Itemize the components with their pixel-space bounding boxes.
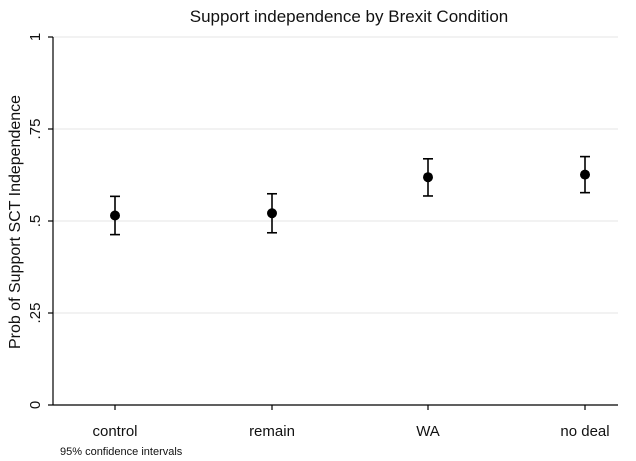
data-point-1 [267, 208, 277, 219]
tick-layer: 0 .25 .5 .75 1 control remain WA no deal [27, 33, 610, 440]
data-point-3 [580, 169, 590, 180]
x-tick-label-2: WA [416, 423, 440, 440]
y-tick-label-2: .5 [27, 215, 44, 228]
data-point-2 [423, 172, 433, 183]
grid-layer [53, 36, 618, 314]
chart-note: 95% confidence intervals [60, 446, 183, 458]
y-tick-label-4: 1 [27, 33, 44, 41]
data-point-0 [110, 210, 120, 221]
y-tick-label-0: 0 [27, 401, 44, 409]
x-tick-label-0: control [92, 423, 137, 440]
chart-title: Support independence by Brexit Condition [190, 7, 509, 26]
y-axis-label: Prob of Support SCT Independence [7, 95, 24, 349]
series-layer [110, 155, 590, 236]
y-tick-label-1: .25 [27, 303, 44, 324]
y-tick-label-3: .75 [27, 119, 44, 140]
x-tick-label-3: no deal [560, 423, 609, 440]
x-tick-label-1: remain [249, 423, 295, 440]
